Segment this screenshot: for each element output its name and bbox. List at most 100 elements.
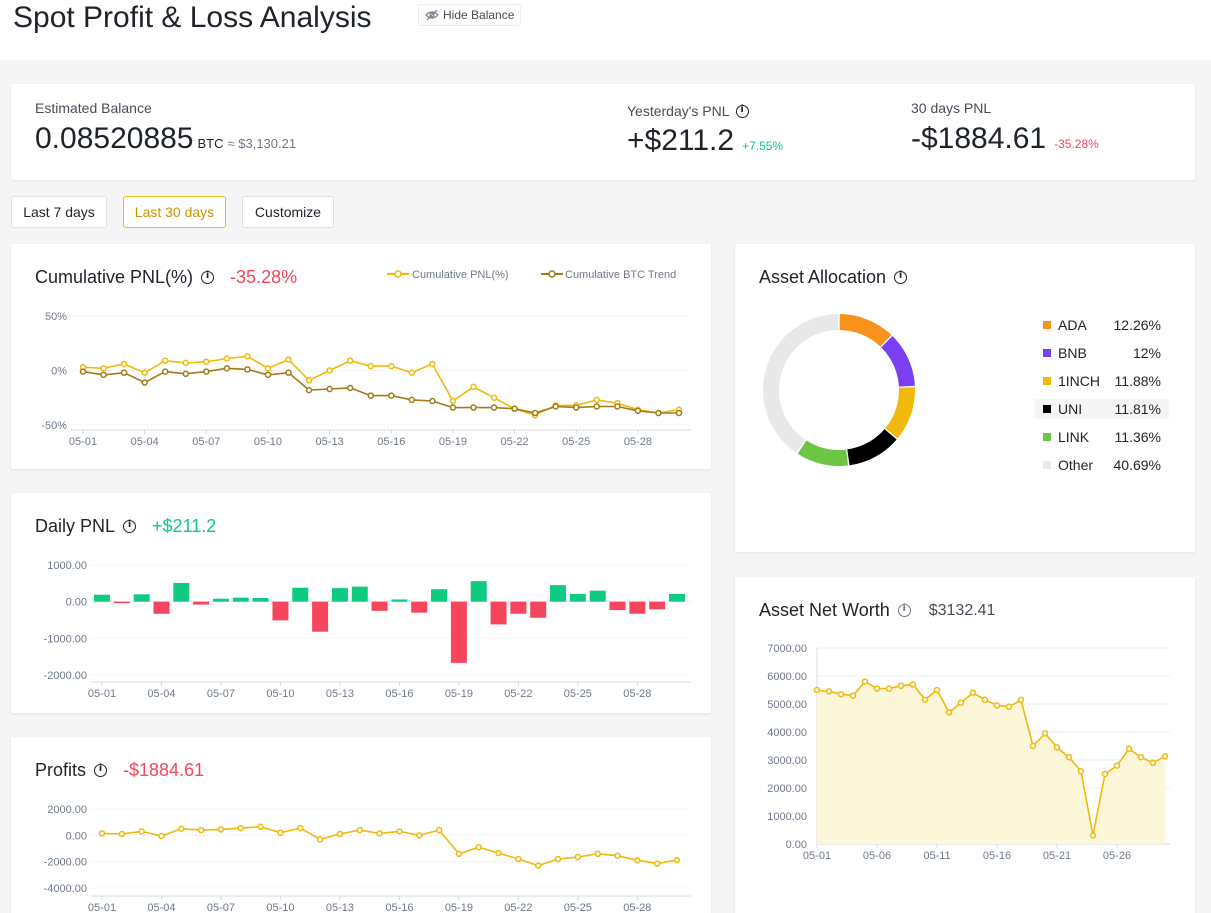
asset-allocation-donut [763,314,915,466]
top-bar: Spot Profit & Loss Analysis Hide Balance [0,0,1211,60]
cumulative-pnl-title: Cumulative PNL(%) [35,267,194,287]
x-tick-label: 05-28 [623,902,651,913]
info-icon[interactable] [894,270,908,284]
btc-trend-point [388,392,395,399]
cumulative-pnl-point [367,362,374,370]
daily-pnl-value: +$211.2 [152,516,217,536]
btc-trend-point [511,405,518,412]
x-tick-label: 05-22 [504,902,532,913]
legend-item-link[interactable]: LINK 11.36% [1035,427,1169,447]
yesterday-pnl-label: Yesterday's PNL [627,103,730,119]
net-worth-point [969,689,977,697]
y-tick-label: 4000.00 [767,727,807,739]
legend-percent: 12.26% [1113,317,1161,333]
legend-item-1inch[interactable]: 1INCH 11.88% [1035,371,1169,391]
net-worth-point [945,709,953,716]
hide-balance-button[interactable]: Hide Balance [418,4,522,26]
profits-point [455,850,463,858]
profits-point [653,860,661,867]
hide-balance-label: Hide Balance [443,8,515,22]
legend-item-ada[interactable]: ADA 12.26% [1035,315,1169,335]
btc-trend-point [675,409,683,417]
btc-trend-point [634,407,642,415]
net-worth-point [861,678,869,685]
net-worth-point [885,685,893,692]
x-tick-label: 05-19 [445,688,473,700]
net-worth-area [817,681,1165,844]
daily-pnl-bar [252,598,269,602]
profits-point [138,828,145,835]
cumulative-pnl-chart: Cumulative PNL(%) Cumulative BTC Trend 5… [41,269,691,448]
cumulative-pnl-point [223,355,231,362]
info-icon[interactable] [201,270,215,284]
y-tick-label: 50% [45,311,67,323]
btc-trend-point [572,404,580,411]
x-tick-label: 05-04 [147,688,175,700]
x-tick-label: 05-19 [439,436,467,448]
btc-trend-point [100,371,107,379]
btc-trend-line [82,367,679,414]
y-tick-label: 0.00 [66,597,87,609]
thirty-days-pnl-label: 30 days PNL [911,100,992,116]
legend-swatch [1043,461,1051,469]
net-worth-point [825,688,833,695]
legend-name: BNB [1058,345,1087,361]
x-tick-label: 05-16 [377,436,405,448]
daily-pnl-bar [550,585,567,602]
estimated-balance-label: Estimated Balance [35,100,152,116]
net-worth-point [837,690,845,698]
legend-item-bnb[interactable]: BNB 12% [1035,343,1169,363]
cumulative-pnl-point [285,356,292,363]
cumulative-pnl-point [182,359,190,367]
x-tick-label: 05-04 [147,902,175,913]
x-tick-label: 05-28 [623,688,651,700]
x-tick-label: 05-10 [266,902,294,913]
last-30-days-button[interactable]: Last 30 days [123,196,226,228]
estimated-balance-usd: ≈ $3,130.21 [227,136,297,151]
btc-trend-point [346,384,354,392]
asset-allocation-legend: ADA 12.26% BNB 12% 1INCH 11.88% UNI 11.81% LINK 1… [1035,315,1175,485]
profits-point [534,862,542,869]
legend-cumulative-pnl-label: Cumulative PNL(%) [412,269,509,281]
daily-pnl-bar [629,601,646,614]
summary-card: Estimated Balance 0.08520885 BTC ≈ $3,13… [11,84,1195,180]
customize-button[interactable]: Customize [242,196,334,228]
btc-trend-point [120,369,128,376]
info-icon[interactable] [735,104,749,118]
x-tick-label: 05-11 [923,850,950,862]
daily-pnl-bar [609,601,626,611]
daily-pnl-bar [649,601,666,610]
profits-point [376,830,383,837]
x-tick-label: 05-22 [501,436,529,448]
net-worth-point [921,696,929,704]
net-worth-point [1053,744,1061,751]
legend-swatch [1043,433,1051,441]
last-7-days-button[interactable]: Last 7 days [11,196,107,228]
info-icon[interactable] [94,763,108,777]
y-tick-label: 3000.00 [767,755,807,767]
y-tick-label: 2000.00 [767,783,807,795]
btc-trend-point [531,409,539,417]
legend-cumulative-pnl[interactable]: Cumulative PNL(%) [387,269,509,281]
btc-trend-point [161,368,169,375]
legend-swatch [1043,321,1051,329]
donut-slice-bnb [881,335,915,387]
y-tick-label: -4000.00 [44,883,87,895]
cumulative-pnl-point [305,377,313,384]
legend-item-uni[interactable]: UNI 11.81% [1035,399,1169,419]
info-icon[interactable] [123,519,137,533]
profits-point [435,826,443,834]
profits-title: Profits [35,760,87,780]
info-icon[interactable] [897,603,911,617]
asset-net-worth-header: Asset Net Worth $3132.41 [759,600,995,621]
profits-point [277,829,284,836]
legend-item-other[interactable]: Other 40.69% [1035,455,1169,475]
net-worth-point [1137,753,1145,761]
btc-trend-point [470,404,477,411]
daily-pnl-bar [272,601,289,621]
y-tick-label: -2000.00 [44,670,87,682]
thirty-days-pnl-value: -$1884.61 [911,122,1047,155]
x-tick-label: 05-07 [207,688,235,700]
legend-btc-trend[interactable]: Cumulative BTC Trend [541,269,676,281]
daily-pnl-bar [133,594,150,602]
